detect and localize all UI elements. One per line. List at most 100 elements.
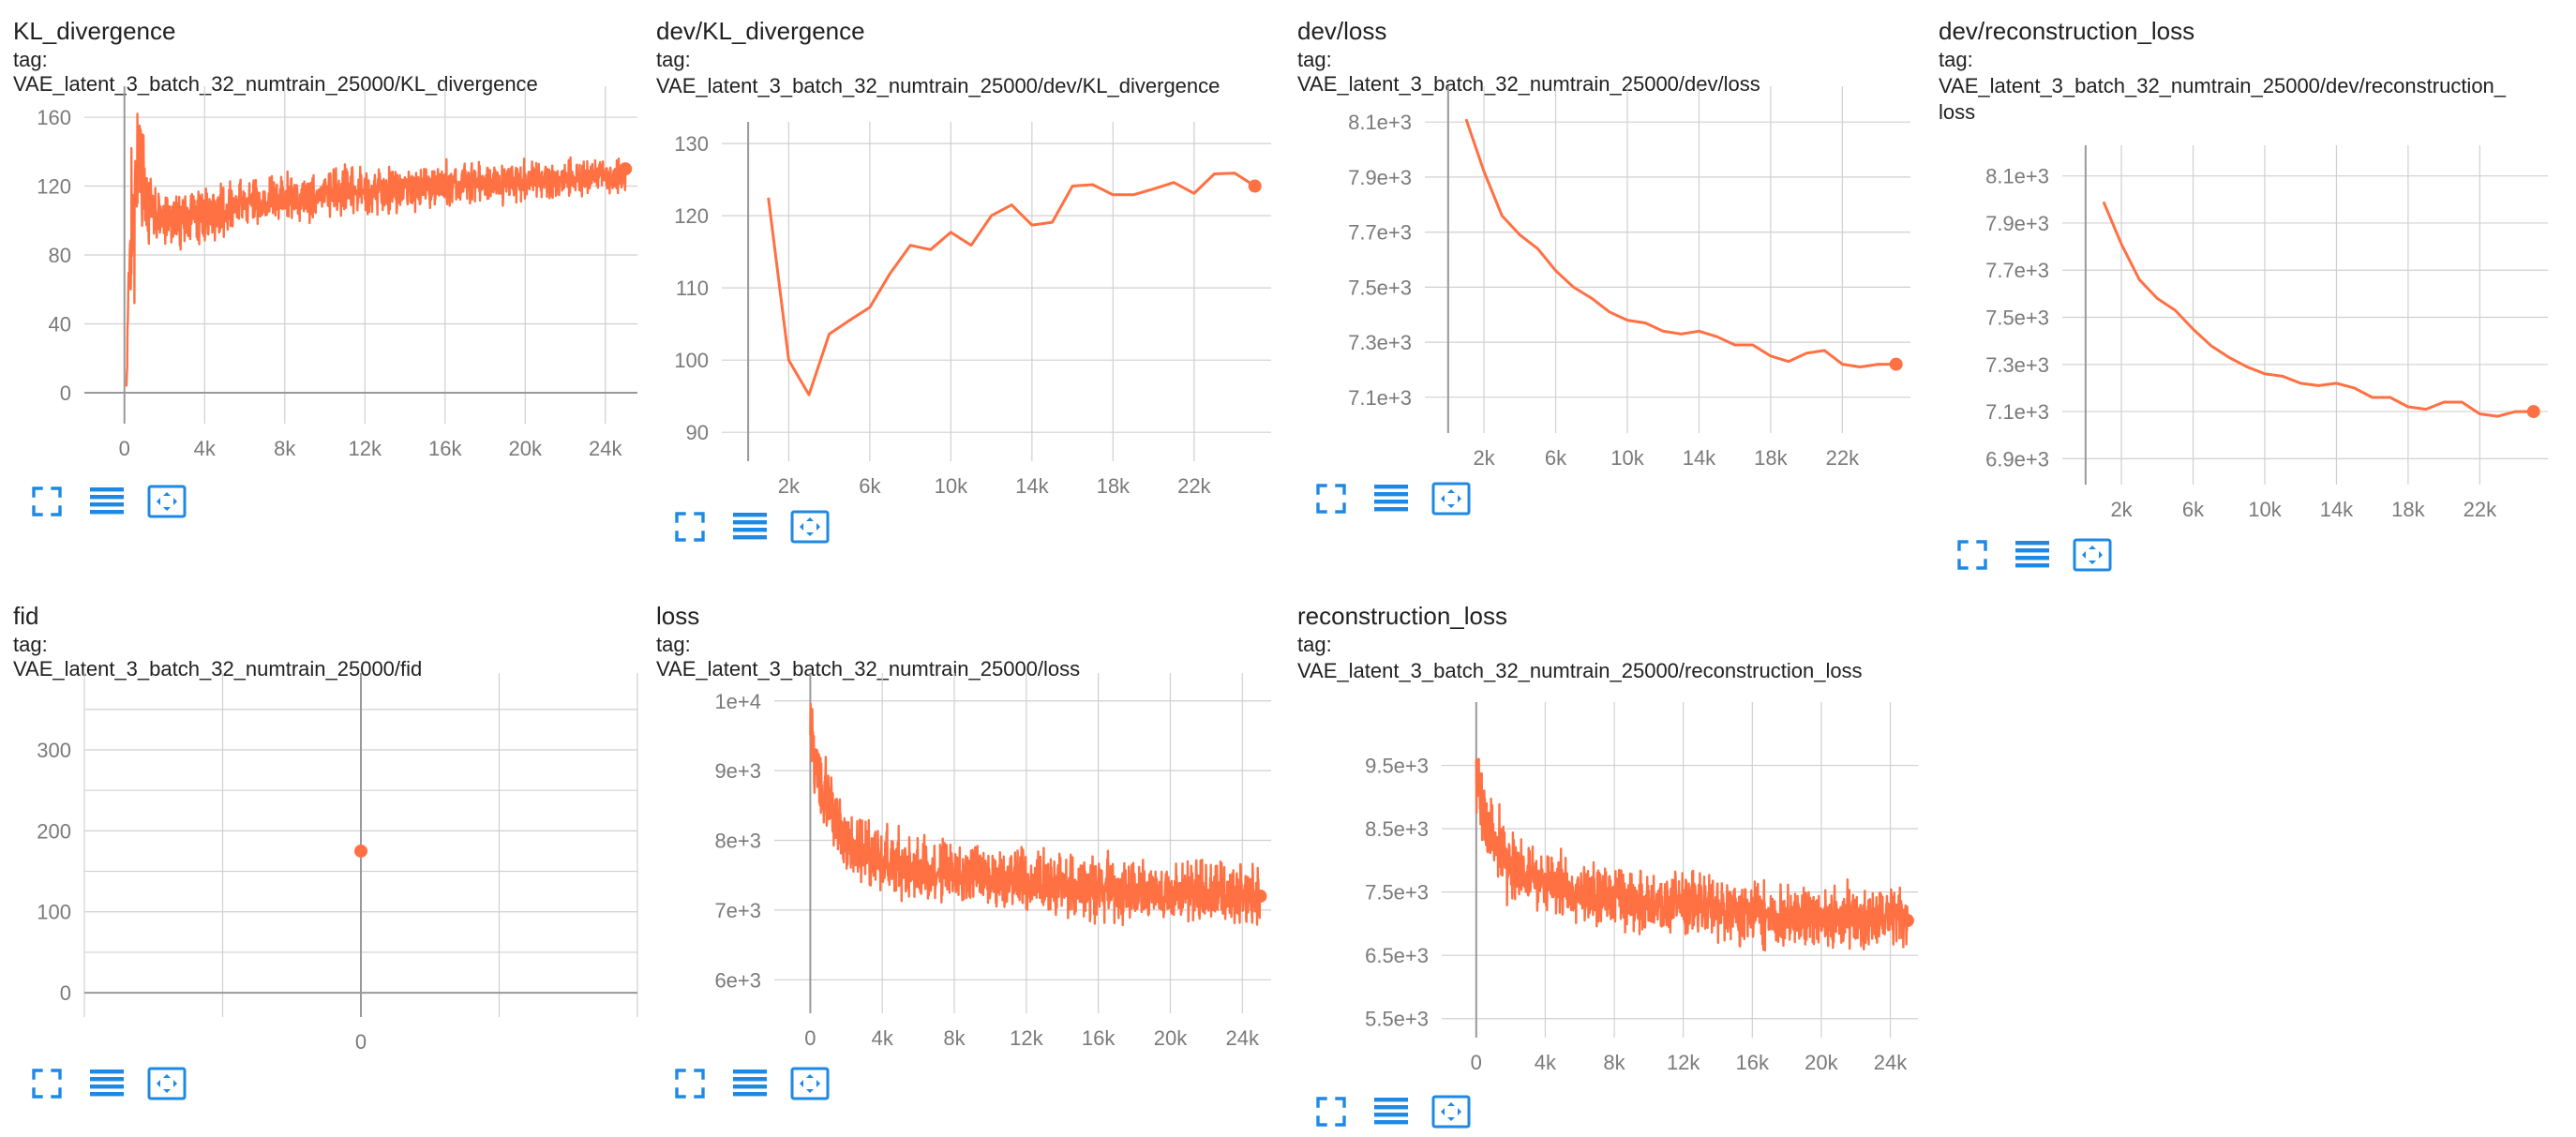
x-tick-label: 4k	[1535, 1051, 1557, 1074]
dev-reconstruction-loss-plot[interactable]: 6.9e+3 7.1e+3 7.3e+3 7.5e+3 7.7e+3 7.9e+3 8.1e…	[1985, 145, 2548, 530]
y-tick-label: 7.7e+3	[1985, 259, 2049, 282]
x-tick-label: 6k	[1545, 446, 1567, 470]
chart-tag: tag: VAE_latent_3_batch_32_numtrain_2500…	[1297, 48, 1760, 96]
y-tick-label: 100	[674, 349, 709, 372]
chart-title: reconstruction_loss	[1297, 602, 1507, 630]
x-tick-label: 12k	[1667, 1051, 1700, 1074]
dev-loss-plot[interactable]: 7.1e+3 7.3e+3 7.5e+3 7.7e+3 7.9e+3 8.1e+3 2k 6k…	[1348, 86, 1910, 471]
y-tick-label: 0	[60, 381, 71, 405]
x-tick-label: 0	[355, 1030, 367, 1054]
x-tick-label: 10k	[1610, 446, 1644, 470]
reset-zoom-icon[interactable]	[1430, 478, 1472, 519]
y-tick-label: 120	[37, 175, 71, 199]
series-line	[1475, 757, 1910, 952]
y-tick-label: 7.3e+3	[1348, 331, 1412, 354]
chart-title: loss	[656, 602, 700, 630]
x-tick-label: 20k	[509, 437, 543, 460]
chart-tag: tag: VAE_latent_3_batch_32_numtrain_2500…	[656, 633, 1081, 681]
fid-plot[interactable]: 0 100 200 300 0	[37, 673, 638, 1054]
last-point-marker	[1900, 914, 1914, 928]
y-tick-label: 300	[37, 739, 71, 762]
x-tick-label: 12k	[349, 437, 382, 460]
y-tick-label: 7.7e+3	[1348, 221, 1412, 245]
toggle-log-scale-icon[interactable]	[2012, 534, 2053, 576]
toggle-log-scale-icon[interactable]	[86, 481, 127, 522]
toggle-log-scale-icon[interactable]	[86, 1063, 127, 1104]
chart-tag: tag: VAE_latent_3_batch_32_numtrain_2500…	[13, 48, 538, 96]
y-tick-label: 7.3e+3	[1985, 353, 2049, 377]
x-tick-label: 16k	[1736, 1051, 1770, 1074]
y-tick-label: 8.1e+3	[1348, 111, 1412, 134]
y-tick-label: 7.1e+3	[1985, 400, 2049, 424]
series-line	[2102, 201, 2534, 418]
last-point-marker	[1889, 357, 1903, 371]
y-tick-label: 7e+3	[714, 899, 761, 922]
y-tick-label: 7.5e+3	[1365, 881, 1429, 905]
series-line	[125, 112, 627, 387]
x-tick-label: 8k	[274, 437, 296, 460]
y-tick-label: 8e+3	[714, 830, 761, 853]
loss-plot[interactable]: 6e+3 7e+3 8e+3 9e+3 1e+4 0 4k 8k 12k 16k 20k 24k	[714, 673, 1271, 1050]
x-tick-label: 10k	[935, 474, 968, 498]
fit-domain-icon[interactable]	[669, 506, 711, 547]
x-tick-label: 8k	[943, 1026, 966, 1050]
toggle-log-scale-icon[interactable]	[1370, 478, 1412, 519]
x-tick-label: 22k	[1826, 446, 1860, 470]
fit-domain-icon[interactable]	[1310, 478, 1352, 519]
y-tick-label: 9.5e+3	[1365, 755, 1429, 778]
reset-zoom-icon[interactable]	[146, 481, 187, 522]
y-tick-label: 1e+4	[714, 690, 761, 713]
chart-tag: loss	[1939, 100, 1976, 124]
dev-kl-divergence-plot[interactable]: 90 100 110 120 130 2k 6k 10k 14k 18k 22k	[674, 122, 1271, 498]
chart-tag: tag:	[1297, 633, 1332, 656]
x-tick-label: 6k	[2182, 498, 2205, 521]
x-tick-label: 4k	[194, 437, 217, 460]
x-tick-label: 18k	[1097, 474, 1131, 498]
kl-divergence-plot[interactable]: 0 40 80 120 160 0 4k 8k 12k 16k 20k 24k	[37, 86, 637, 471]
chart-title: dev/reconstruction_loss	[1939, 17, 2195, 45]
x-tick-label: 4k	[872, 1026, 894, 1050]
y-tick-label: 8.5e+3	[1365, 817, 1429, 841]
fit-domain-icon[interactable]	[1952, 534, 1993, 576]
y-tick-label: 100	[37, 901, 71, 924]
fit-domain-icon[interactable]	[669, 1063, 711, 1104]
y-tick-label: 6e+3	[714, 968, 761, 992]
fit-domain-icon[interactable]	[26, 481, 67, 522]
x-tick-label: 20k	[1805, 1051, 1838, 1074]
y-tick-label: 7.5e+3	[1985, 307, 2049, 330]
y-tick-label: 7.5e+3	[1348, 276, 1412, 299]
toggle-log-scale-icon[interactable]	[729, 1063, 771, 1104]
toggle-log-scale-icon[interactable]	[729, 506, 771, 547]
last-point-marker	[1248, 179, 1262, 193]
chart-title: KL_divergence	[13, 17, 176, 45]
last-point-marker	[1253, 890, 1267, 904]
x-tick-label: 2k	[2110, 498, 2133, 521]
y-tick-label: 7.9e+3	[1985, 212, 2049, 235]
toggle-log-scale-icon[interactable]	[1370, 1091, 1412, 1132]
y-tick-label: 110	[676, 277, 709, 300]
x-tick-label: 12k	[1010, 1026, 1043, 1050]
x-tick-label: 2k	[1473, 446, 1495, 470]
reconstruction-loss-plot[interactable]: 5.5e+3 6.5e+3 7.5e+3 8.5e+3 9.5e+3 0 4k 8k 12k 16…	[1365, 702, 1918, 1077]
reset-zoom-icon[interactable]	[789, 1063, 831, 1104]
series-line	[767, 172, 1256, 396]
chart-tag: tag:	[1939, 48, 1973, 71]
x-tick-label: 10k	[2248, 498, 2282, 521]
reset-zoom-icon[interactable]	[1430, 1091, 1472, 1132]
fit-domain-icon[interactable]	[1310, 1091, 1352, 1132]
reset-zoom-icon[interactable]	[146, 1063, 187, 1104]
reset-zoom-icon[interactable]	[2072, 534, 2113, 576]
chart-tag: VAE_latent_3_batch_32_numtrain_25000/dev…	[656, 74, 1221, 97]
y-tick-label: 6.9e+3	[1985, 447, 2049, 471]
y-tick-label: 6.5e+3	[1365, 944, 1429, 967]
x-tick-label: 14k	[2320, 498, 2354, 521]
y-tick-label: 200	[37, 819, 71, 843]
y-tick-label: 160	[37, 106, 71, 129]
series-line	[809, 702, 1262, 927]
fit-domain-icon[interactable]	[26, 1063, 67, 1104]
chart-tag: VAE_latent_3_batch_32_numtrain_25000/rec…	[1297, 659, 1863, 682]
x-tick-label: 22k	[1177, 474, 1211, 498]
reset-zoom-icon[interactable]	[789, 506, 831, 547]
x-tick-label: 20k	[1154, 1026, 1188, 1050]
y-tick-label: 9e+3	[714, 759, 761, 783]
